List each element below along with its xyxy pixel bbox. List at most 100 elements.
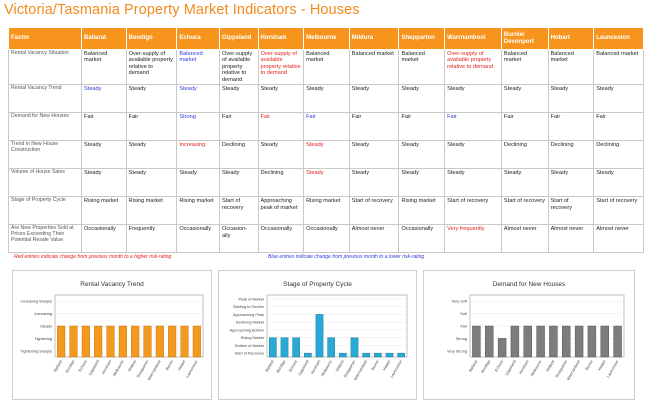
bar [385, 352, 394, 358]
value-cell: Steady [348, 168, 400, 198]
bar [57, 325, 66, 358]
y-tick-label: Fair [460, 325, 467, 329]
value-cell: Steady [348, 84, 400, 114]
y-tick-label: Approaching Peak [233, 313, 264, 317]
value-cell: Steady [444, 84, 502, 114]
y-tick-label: Strong [456, 337, 467, 341]
x-tick-label: Hobart [597, 359, 607, 372]
value-cell: Balanced market [348, 48, 400, 86]
value-cell: Over-supply of available property relati… [257, 48, 305, 86]
bar [69, 325, 78, 358]
value-cell: Occasionally [303, 224, 350, 254]
value-cell: Declining [547, 140, 595, 170]
chart-title: Rental Vacancy Trend [80, 281, 144, 288]
value-cell: Very frequently [444, 224, 502, 254]
value-cell: Declining [500, 140, 549, 170]
chart-title: Stage of Property Cycle [283, 281, 352, 288]
value-cell: Rising market [81, 196, 127, 226]
value-cell: Fair [444, 112, 502, 142]
x-tick-label: Melbourne [321, 360, 333, 378]
bar [523, 325, 532, 358]
bar [106, 325, 115, 358]
x-tick-label: Warrnambool [147, 359, 162, 381]
value-cell: Fair [500, 112, 549, 142]
x-tick-label: Ballarat [53, 359, 63, 373]
location-header: Launceston [593, 27, 644, 50]
y-tick-label: Approaching Bottom [230, 328, 264, 332]
value-cell: Approaching peak of market [257, 196, 305, 226]
value-cell: Steady [500, 168, 549, 198]
y-tick-label: Increasing Sharply [21, 300, 53, 304]
location-header: Ballarat [81, 27, 127, 50]
value-cell: Start of recovery [547, 196, 595, 226]
value-cell: Fair [593, 112, 644, 142]
stage-of-property-cycle-chart: Stage of Property Cycle Peak of Market St… [218, 270, 417, 400]
bar [600, 325, 609, 358]
value-cell: Occasionally [398, 224, 446, 254]
chart-svg: Increasing Sharply Increasing Steady Tighte… [20, 294, 204, 381]
bar [374, 352, 382, 358]
factor-cell: Volume of House Sales [7, 168, 83, 198]
location-header: Horsham [257, 27, 305, 50]
value-cell: Balanced market [303, 48, 350, 86]
value-cell: Steady [218, 84, 259, 114]
table-row: Volume of House Sales Steady Steady Steady S… [7, 168, 644, 198]
blue-entries-note: Blue entries indicate change from previo… [268, 254, 425, 260]
table-row: Rental Vacancy Situation Balanced market O… [7, 48, 644, 86]
y-tick-label: Bottom of Market [235, 344, 265, 348]
value-cell: Start of recovery [348, 196, 400, 226]
value-cell: Occasionally [176, 224, 220, 254]
x-tick-label: Shepparton [555, 360, 568, 379]
bar [292, 337, 300, 358]
bar [180, 325, 189, 358]
factor-cell: Trend in New House Construction [7, 140, 83, 170]
value-cell: Steady [398, 84, 446, 114]
value-cell: Steady [218, 168, 259, 198]
x-tick-label: Horsham [518, 360, 529, 375]
value-cell: Declining [257, 168, 305, 198]
x-tick-label: Launceston [606, 360, 619, 379]
bar [143, 325, 152, 358]
value-cell: Steady [547, 168, 595, 198]
y-tick-label: Steady [40, 325, 52, 329]
x-tick-label: Mildura [546, 359, 556, 373]
bar [485, 325, 494, 358]
value-cell: Declining [593, 140, 644, 170]
bar [536, 325, 545, 358]
x-tick-label: Bendigo [276, 360, 286, 374]
location-header: Melbourne [303, 27, 350, 50]
value-cell: Over-supply of available property relati… [125, 48, 178, 86]
bar [472, 325, 481, 358]
x-tick-label: Melbourne [530, 360, 542, 378]
factor-cell: Rental Vacancy Situation [7, 48, 83, 86]
location-header: Shepparton [398, 27, 446, 50]
x-tick-label: Ballarat [265, 359, 275, 373]
x-tick-label: Warrnambool [566, 359, 581, 381]
value-cell: Steady [257, 84, 305, 114]
x-tick-label: Launceston [185, 360, 198, 379]
value-cell: Rising market [398, 196, 446, 226]
value-cell: Steady [348, 140, 400, 170]
chart-title: Demand for New Houses [492, 281, 566, 288]
value-cell: Balanced market [547, 48, 595, 86]
factor-header: Factor [7, 27, 83, 50]
value-cell: Steady [398, 168, 446, 198]
y-tick-label: Starting to Decline [233, 305, 264, 309]
x-tick-label: Mildura [127, 359, 137, 373]
value-cell: Frequently [125, 224, 178, 254]
value-cell: Almost never [500, 224, 549, 254]
table-row: Stage of Property Cycle Rising market Risi… [7, 196, 644, 226]
table-row: Rental Vacancy Trend Steady Steady Steady St… [7, 84, 644, 114]
x-tick-label: Gippsland [505, 360, 517, 377]
page-title: Victoria/Tasmania Property Market Indica… [4, 2, 360, 18]
value-cell: Steady [176, 84, 220, 114]
value-cell: Steady [81, 168, 127, 198]
factor-cell: Are New Properties Sold at Prices Exceed… [7, 224, 83, 254]
bar [497, 338, 507, 358]
value-cell: Balanced market [176, 48, 220, 86]
y-tick-label: Increasing [34, 312, 52, 316]
bar [587, 325, 597, 358]
value-cell: Steady [303, 140, 350, 170]
factor-cell: Stage of Property Cycle [7, 196, 83, 226]
location-header: Warrnambool [444, 27, 502, 50]
